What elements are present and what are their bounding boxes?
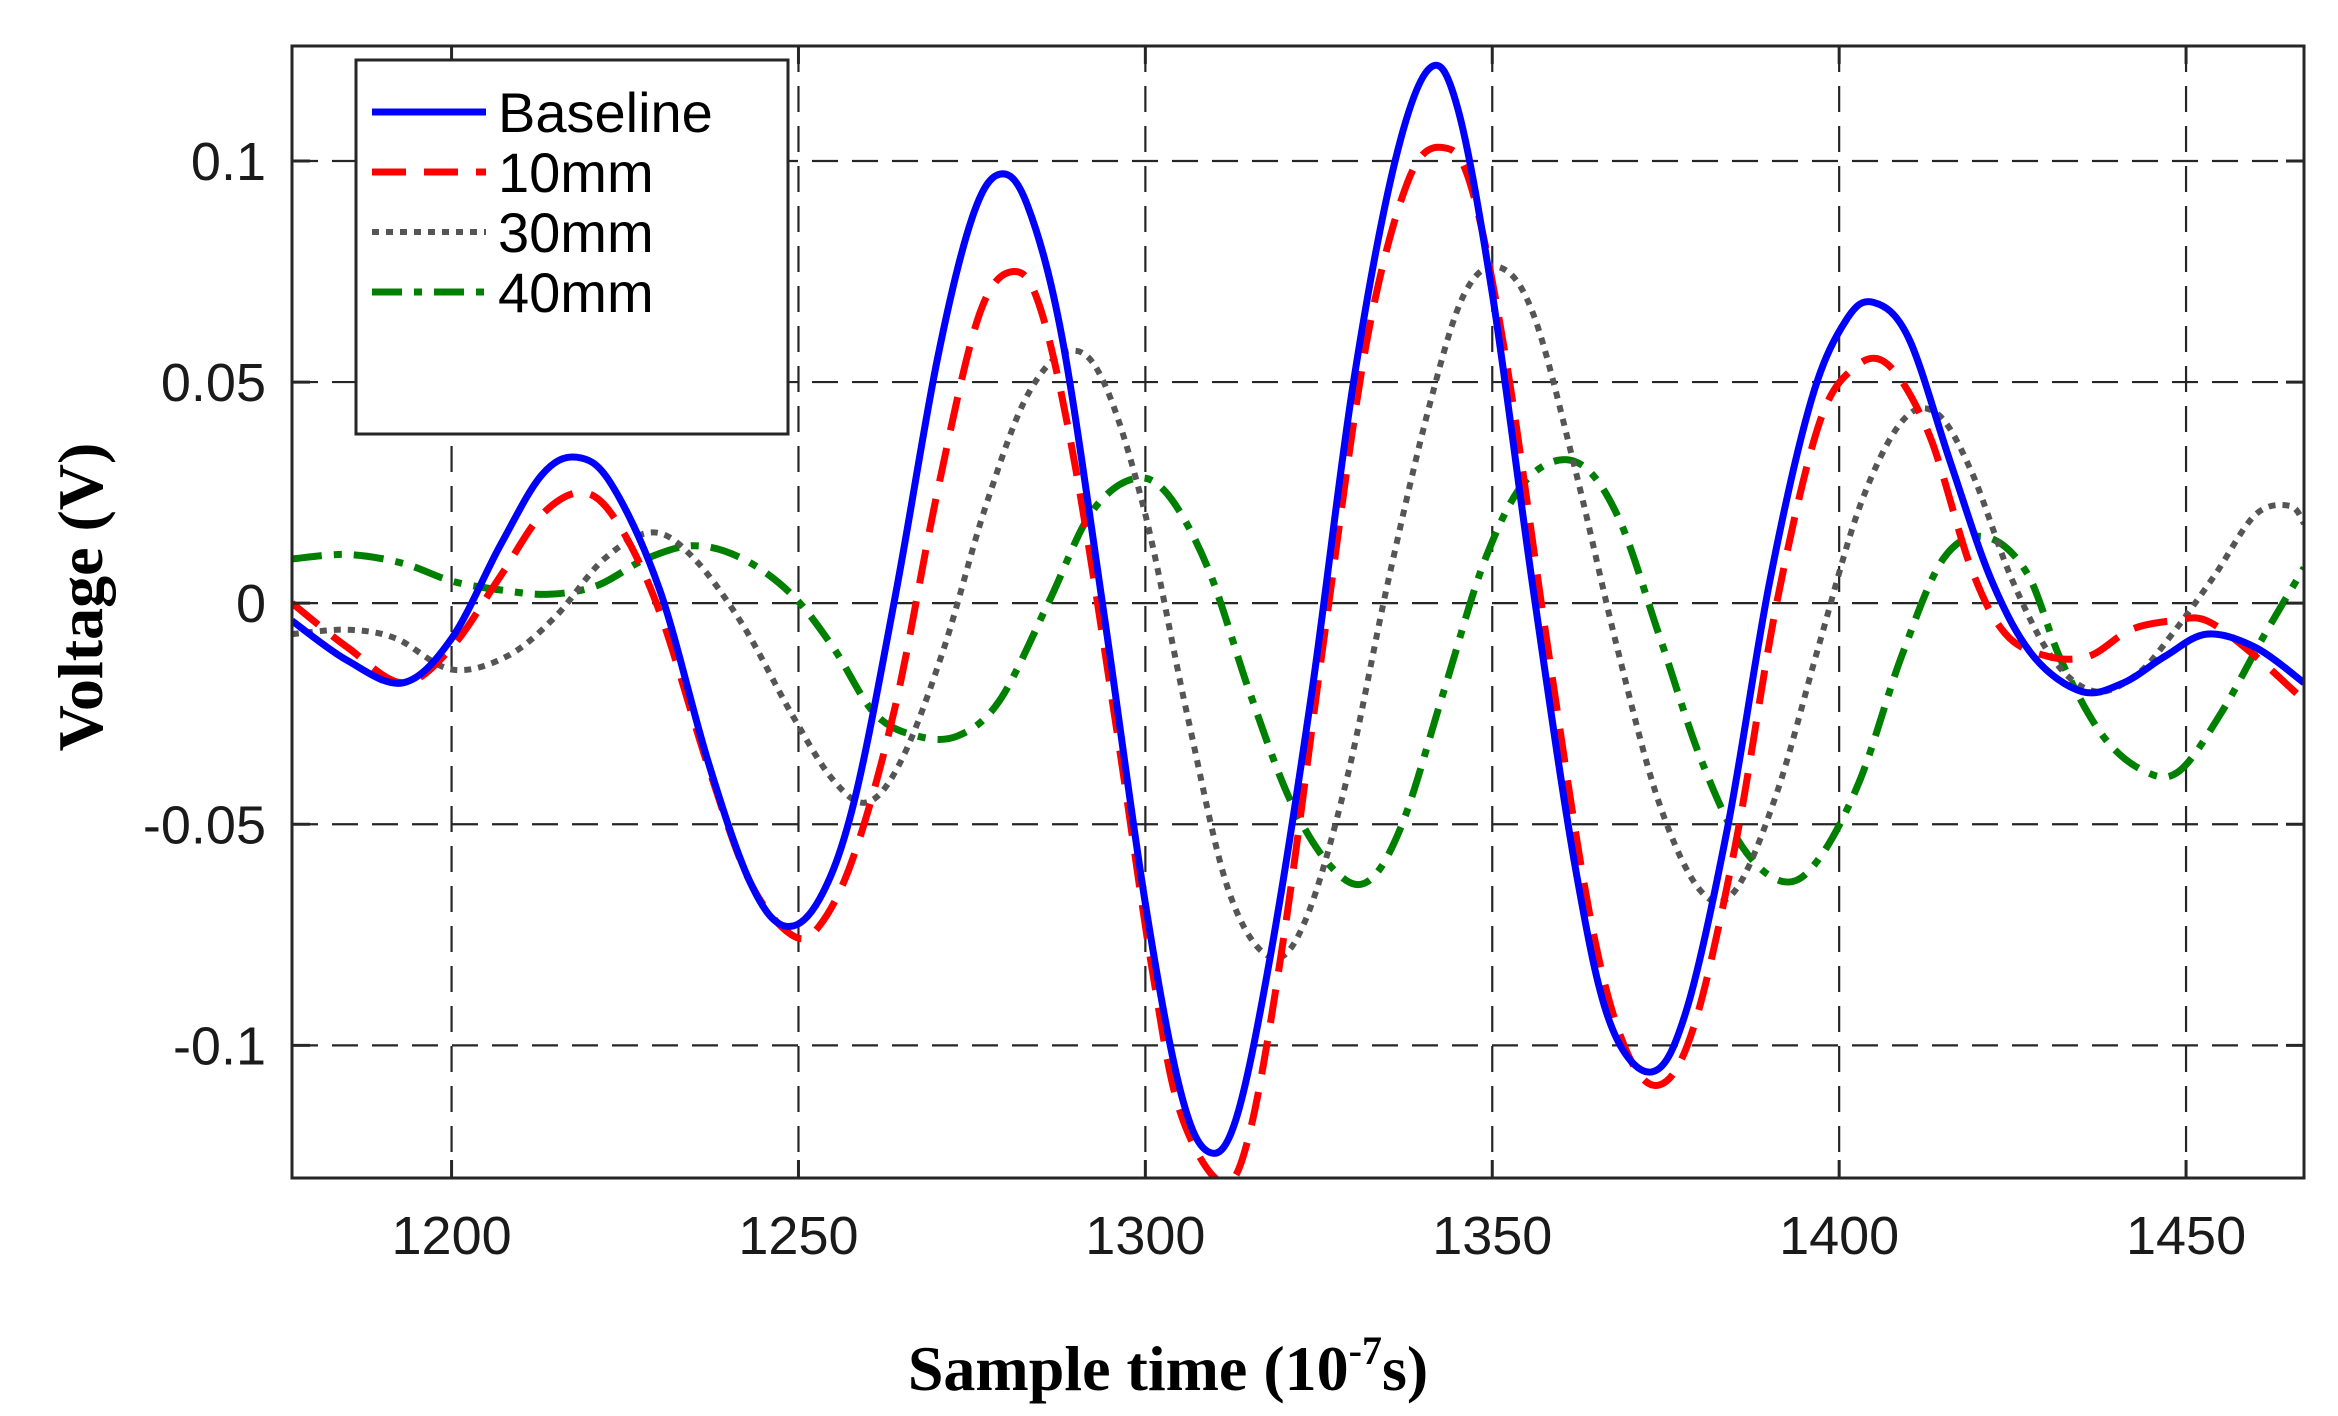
- y-tick-label: -0.05: [143, 795, 266, 855]
- x-tick-label: 1250: [738, 1206, 858, 1266]
- x-axis-title: Sample time (10-7s): [908, 1328, 1428, 1404]
- legend-label-40mm: 40mm: [498, 261, 654, 324]
- x-tick-label: 1450: [2126, 1206, 2246, 1266]
- series-line-40mm: [292, 456, 2304, 889]
- x-axis-title-main: Sample time (10: [908, 1333, 1349, 1404]
- y-axis-title: Voltage (V): [45, 443, 116, 752]
- y-tick-label: 0: [236, 574, 266, 634]
- x-tick-label: 1300: [1085, 1206, 1205, 1266]
- series-line-baseline: [292, 61, 2304, 1157]
- x-tick-label: 1350: [1432, 1206, 1552, 1266]
- x-axis-ticks: 1200 1250 1300 1350 1400 1450: [392, 46, 2246, 1266]
- x-axis-title-exponent: -7: [1349, 1328, 1382, 1373]
- legend-label-30mm: 30mm: [498, 201, 654, 264]
- series-layer: [292, 61, 2304, 1178]
- x-axis-title-suffix: s): [1382, 1333, 1428, 1404]
- y-tick-label: 0.1: [191, 132, 266, 192]
- legend-label-10mm: 10mm: [498, 141, 654, 204]
- legend-box: [354, 58, 790, 436]
- x-tick-label: 1200: [392, 1206, 512, 1266]
- x-tick-label: 1400: [1779, 1206, 1899, 1266]
- series-line-30mm: [292, 263, 2304, 962]
- legend-label-baseline: Baseline: [498, 81, 713, 144]
- y-tick-label: 0.05: [161, 353, 266, 413]
- y-axis-ticks: 0.1 0.05 0 -0.05 -0.1: [143, 132, 2304, 1076]
- y-tick-label: -0.1: [173, 1016, 266, 1076]
- plot-frame: [290, 44, 2306, 1180]
